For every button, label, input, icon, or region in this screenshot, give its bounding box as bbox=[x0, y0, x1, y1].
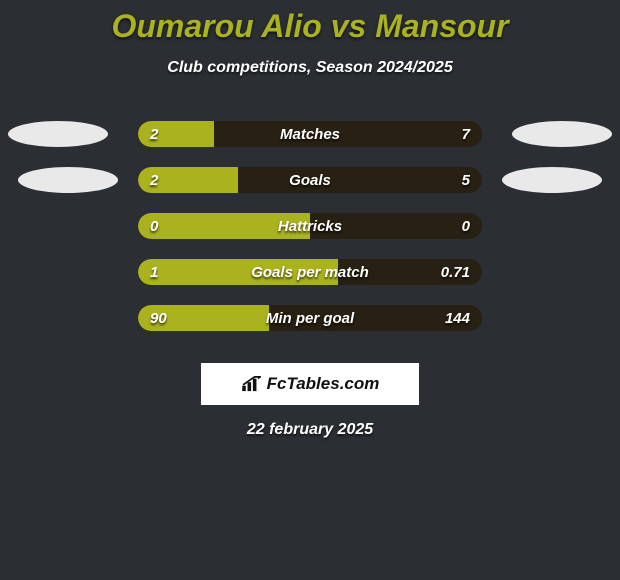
stat-value-right: 0.71 bbox=[441, 259, 470, 285]
stat-bar: 2 Goals 5 bbox=[138, 167, 482, 193]
player-marker-right bbox=[512, 121, 612, 147]
stat-row: 1 Goals per match 0.71 bbox=[0, 249, 620, 295]
stat-value-left: 0 bbox=[150, 213, 158, 239]
stat-metric-label: Goals per match bbox=[251, 259, 369, 285]
chart-icon bbox=[241, 376, 263, 392]
player-marker-left bbox=[18, 167, 118, 193]
stat-row: 2 Matches 7 bbox=[0, 111, 620, 157]
subtitle: Club competitions, Season 2024/2025 bbox=[0, 59, 620, 77]
stat-value-left: 90 bbox=[150, 305, 167, 331]
stat-value-left: 2 bbox=[150, 121, 158, 147]
page-title: Oumarou Alio vs Mansour bbox=[0, 0, 620, 45]
stat-value-right: 5 bbox=[462, 167, 470, 193]
stat-bar: 0 Hattricks 0 bbox=[138, 213, 482, 239]
stat-row: 2 Goals 5 bbox=[0, 157, 620, 203]
player-marker-right bbox=[502, 167, 602, 193]
stat-bar: 1 Goals per match 0.71 bbox=[138, 259, 482, 285]
stat-value-left: 1 bbox=[150, 259, 158, 285]
stat-bar: 2 Matches 7 bbox=[138, 121, 482, 147]
stat-value-right: 7 bbox=[462, 121, 470, 147]
stat-value-left: 2 bbox=[150, 167, 158, 193]
stat-bar: 90 Min per goal 144 bbox=[138, 305, 482, 331]
stat-metric-label: Min per goal bbox=[266, 305, 354, 331]
stat-value-right: 0 bbox=[462, 213, 470, 239]
player-marker-left bbox=[8, 121, 108, 147]
brand-box: FcTables.com bbox=[201, 363, 419, 405]
stat-metric-label: Goals bbox=[289, 167, 331, 193]
stat-metric-label: Hattricks bbox=[278, 213, 342, 239]
stat-row: 0 Hattricks 0 bbox=[0, 203, 620, 249]
stat-value-right: 144 bbox=[445, 305, 470, 331]
comparison-chart: 2 Matches 7 2 Goals 5 0 Hattricks 0 1 Goals per ma… bbox=[0, 111, 620, 341]
stat-metric-label: Matches bbox=[280, 121, 340, 147]
stat-row: 90 Min per goal 144 bbox=[0, 295, 620, 341]
brand-label: FcTables.com bbox=[267, 374, 380, 394]
date-label: 22 february 2025 bbox=[0, 421, 620, 439]
